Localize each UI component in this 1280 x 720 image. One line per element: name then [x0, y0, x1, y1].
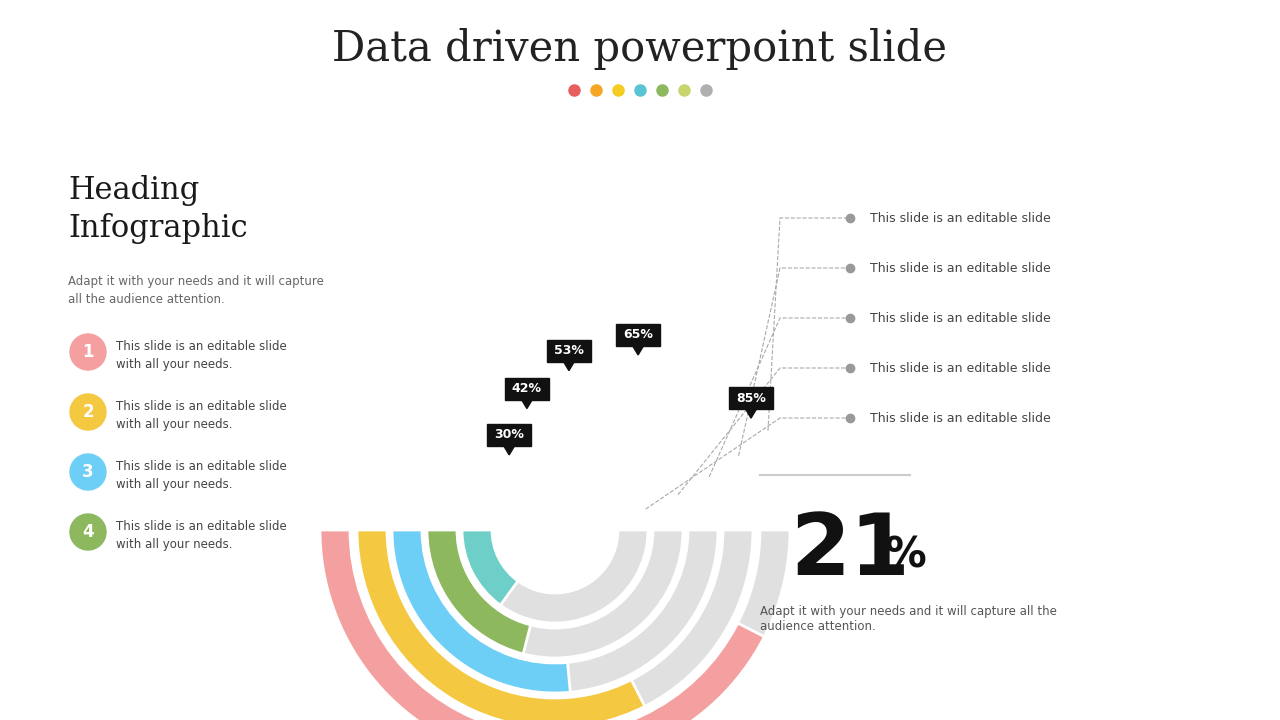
Text: Adapt it with your needs and it will capture all the
audience attention.: Adapt it with your needs and it will cap… — [760, 605, 1057, 633]
Wedge shape — [462, 530, 518, 606]
Polygon shape — [563, 361, 575, 371]
Text: This slide is an editable slide
with all your needs.: This slide is an editable slide with all… — [116, 520, 287, 551]
Text: Adapt it with your needs and it will capture
all the audience attention.: Adapt it with your needs and it will cap… — [68, 275, 324, 306]
Text: This slide is an editable slide
with all your needs.: This slide is an editable slide with all… — [116, 400, 287, 431]
FancyBboxPatch shape — [730, 387, 773, 409]
Wedge shape — [428, 530, 531, 654]
Text: This slide is an editable slide: This slide is an editable slide — [870, 261, 1051, 274]
Text: This slide is an editable slide
with all your needs.: This slide is an editable slide with all… — [116, 340, 287, 371]
FancyBboxPatch shape — [616, 324, 660, 346]
FancyBboxPatch shape — [547, 340, 591, 361]
Wedge shape — [320, 530, 764, 720]
Text: This slide is an editable slide: This slide is an editable slide — [870, 312, 1051, 325]
Wedge shape — [320, 530, 790, 720]
Text: This slide is an editable slide: This slide is an editable slide — [870, 412, 1051, 425]
Text: This slide is an editable slide
with all your needs.: This slide is an editable slide with all… — [116, 460, 287, 491]
Text: 3: 3 — [82, 463, 93, 481]
Text: 4: 4 — [82, 523, 93, 541]
Text: 85%: 85% — [736, 392, 765, 405]
Text: 1: 1 — [82, 343, 93, 361]
Text: Data driven powerpoint slide: Data driven powerpoint slide — [333, 28, 947, 70]
Text: This slide is an editable slide: This slide is an editable slide — [870, 361, 1051, 374]
Text: 42%: 42% — [512, 382, 541, 395]
Text: 30%: 30% — [494, 428, 524, 441]
Text: %: % — [884, 535, 927, 577]
Wedge shape — [357, 530, 645, 720]
Circle shape — [70, 334, 106, 370]
Circle shape — [70, 394, 106, 430]
Wedge shape — [357, 530, 753, 720]
Polygon shape — [745, 408, 756, 418]
FancyBboxPatch shape — [488, 424, 531, 446]
Circle shape — [70, 514, 106, 550]
Polygon shape — [503, 445, 515, 455]
Text: 53%: 53% — [554, 344, 584, 357]
Circle shape — [70, 454, 106, 490]
Text: This slide is an editable slide: This slide is an editable slide — [870, 212, 1051, 225]
Polygon shape — [632, 345, 644, 355]
Text: 21: 21 — [790, 510, 910, 593]
Text: Heading
Infographic: Heading Infographic — [68, 175, 247, 244]
Wedge shape — [392, 530, 571, 693]
Text: 2: 2 — [82, 403, 93, 421]
Wedge shape — [428, 530, 684, 658]
Wedge shape — [392, 530, 718, 693]
Text: 65%: 65% — [623, 328, 653, 341]
Polygon shape — [521, 399, 532, 408]
Wedge shape — [462, 530, 648, 623]
FancyBboxPatch shape — [504, 377, 549, 400]
